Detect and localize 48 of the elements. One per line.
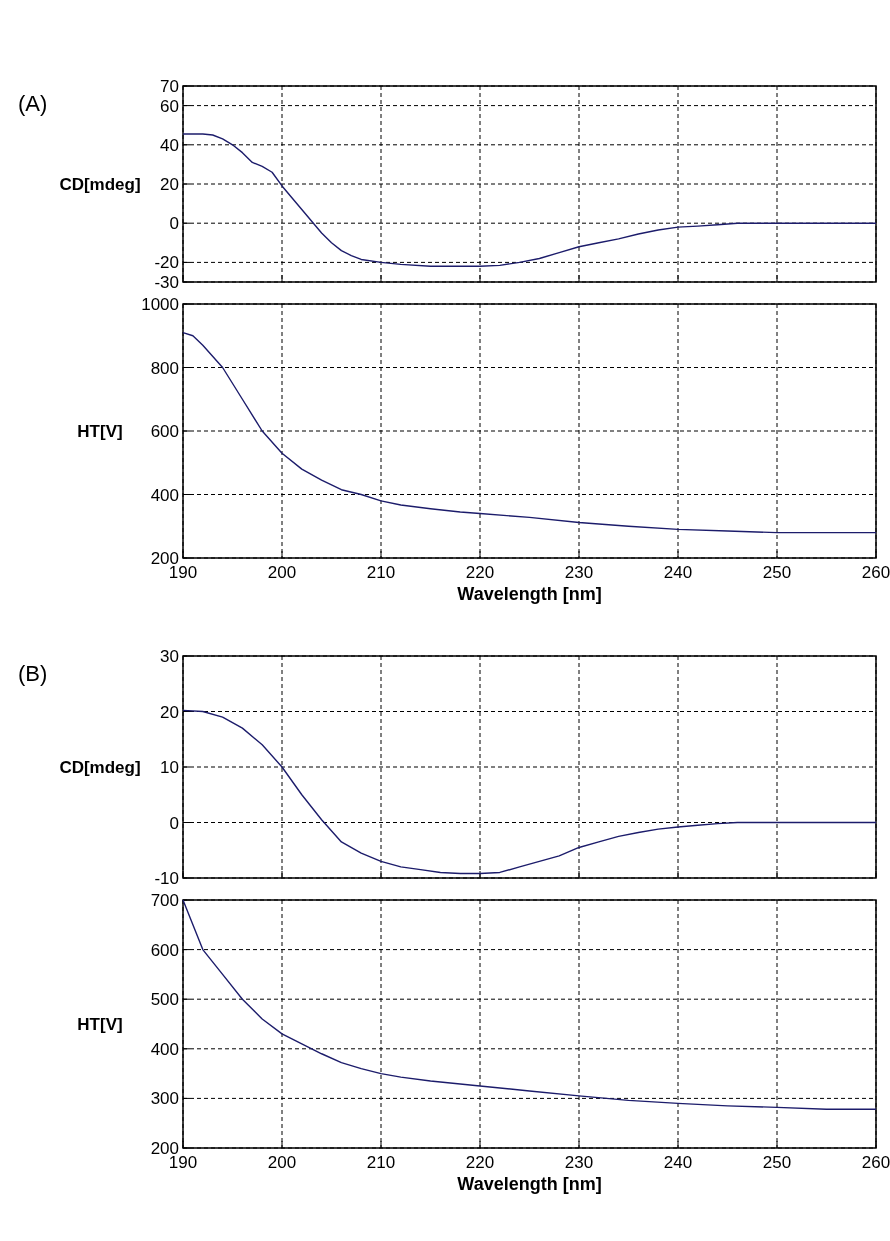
x-tick-label: 190: [168, 563, 198, 582]
x-tick-label: 250: [762, 563, 792, 582]
chart-title: (B): [18, 661, 48, 686]
line-series: [182, 133, 877, 268]
x-tick-label: 230: [564, 1153, 594, 1172]
x-tick-label: 240: [663, 563, 693, 582]
y-tick-label: 30: [160, 647, 179, 666]
y-axis-title: HT[V]: [77, 422, 123, 441]
y-tick-label: 40: [160, 135, 179, 155]
y-tick-label: 700: [150, 891, 179, 910]
x-tick-label: 220: [465, 1153, 495, 1172]
y-tick-label: -30: [154, 273, 179, 292]
y-tick-label: 400: [150, 485, 179, 505]
x-tick-label: 200: [267, 563, 297, 582]
y-tick-label: 0: [169, 214, 179, 234]
y-tick-label: 60: [160, 96, 179, 116]
y-tick-label: 10: [160, 758, 179, 777]
y-tick-label: -10: [154, 869, 179, 888]
x-tick-label: 210: [366, 1153, 396, 1172]
x-tick-label: 250: [762, 1153, 792, 1172]
line-series: [182, 709, 877, 875]
y-tick-label: 600: [150, 422, 179, 441]
y-tick-label: 70: [160, 77, 179, 96]
x-tick-label: 190: [168, 1153, 198, 1172]
y-tick-label: 20: [160, 702, 179, 722]
y-axis-title: CD[mdeg]: [59, 758, 141, 777]
x-tick-label: 240: [663, 1153, 693, 1172]
chart-title: (A): [18, 91, 48, 116]
y-tick-label: 800: [150, 358, 179, 378]
x-axis-title: Wavelength [nm]: [457, 1174, 602, 1194]
y-tick-label: 600: [150, 940, 179, 960]
y-tick-label: 1000: [141, 295, 179, 314]
x-tick-label: 260: [861, 563, 890, 582]
y-tick-label: 0: [169, 813, 179, 833]
y-tick-label: 20: [160, 175, 179, 194]
y-axis-title: HT[V]: [77, 1015, 123, 1034]
y-tick-label: 500: [150, 990, 179, 1010]
line-series: [182, 331, 877, 534]
x-tick-label: 260: [861, 1153, 890, 1172]
x-tick-label: 230: [564, 563, 594, 582]
x-tick-label: 210: [366, 563, 396, 582]
x-axis-title: Wavelength [nm]: [457, 584, 602, 604]
y-tick-label: -20: [154, 253, 179, 273]
x-tick-label: 220: [465, 563, 495, 582]
y-tick-label: 400: [150, 1039, 179, 1059]
x-tick-label: 200: [267, 1153, 297, 1172]
y-axis-title: CD[mdeg]: [59, 175, 141, 194]
y-tick-label: 300: [150, 1089, 179, 1109]
